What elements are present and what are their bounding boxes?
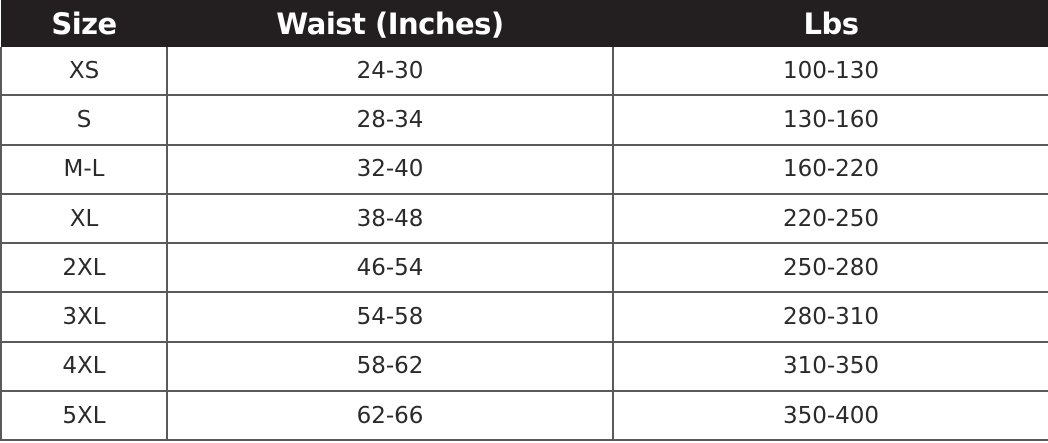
header-row: Size Waist (Inches) Lbs [1,0,1048,47]
lbs-cell: 250-280 [612,243,1048,294]
lbs-cell: 160-220 [612,144,1048,195]
size-cell: S [0,95,168,146]
lbs-cell: 350-400 [612,391,1048,442]
table-row: 3XL 54-58 280-310 [0,292,1048,343]
table-row: 5XL 62-66 350-400 [0,391,1048,442]
waist-cell: 32-40 [166,144,614,195]
table-row: XS 24-30 100-130 [0,47,1048,97]
lbs-cell: 100-130 [612,47,1048,97]
size-cell: XS [0,47,168,97]
waist-cell: 58-62 [166,341,614,393]
header-waist: Waist (Inches) [167,0,613,47]
waist-cell: 38-48 [166,193,614,245]
table-row: 4XL 58-62 310-350 [0,341,1048,393]
size-cell: 4XL [0,341,168,393]
waist-cell: 28-34 [166,95,614,146]
size-cell: 5XL [0,391,168,442]
size-cell: 3XL [0,292,168,343]
table-row: XL 38-48 220-250 [0,193,1048,245]
waist-cell: 24-30 [166,47,614,97]
waist-cell: 54-58 [166,292,614,343]
size-cell: XL [0,193,168,245]
waist-cell: 46-54 [166,243,614,294]
lbs-cell: 310-350 [612,341,1048,393]
table-row: 2XL 46-54 250-280 [0,243,1048,294]
lbs-cell: 130-160 [612,95,1048,146]
header-lbs: Lbs [613,0,1048,47]
waist-cell: 62-66 [166,391,614,442]
size-cell: M-L [0,144,168,195]
lbs-cell: 280-310 [612,292,1048,343]
size-cell: 2XL [0,243,168,294]
lbs-cell: 220-250 [612,193,1048,245]
table-row: S 28-34 130-160 [0,95,1048,146]
header-size: Size [1,0,167,47]
table-row: M-L 32-40 160-220 [0,144,1048,195]
